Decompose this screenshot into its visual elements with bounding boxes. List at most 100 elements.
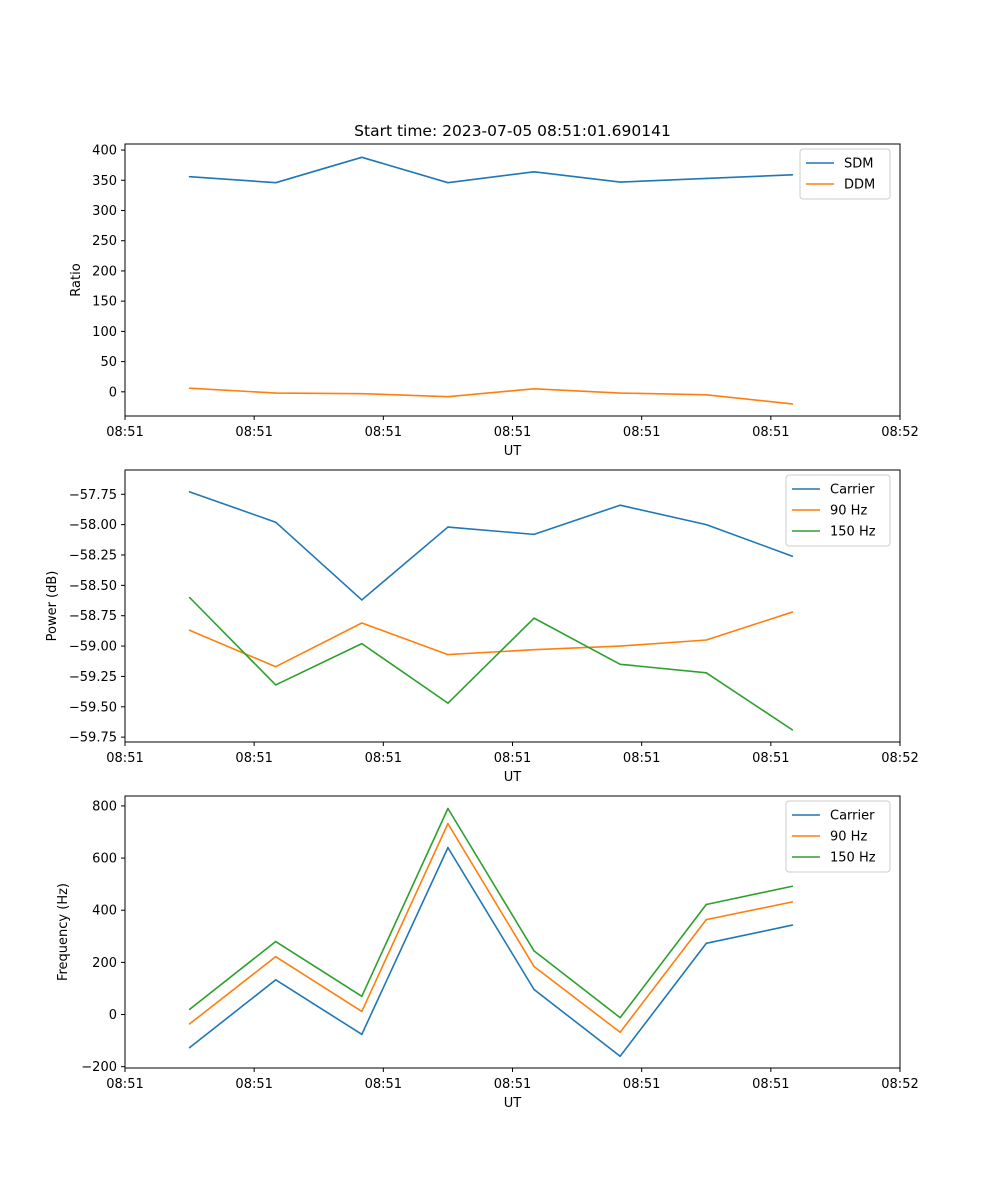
data-point-carrier [188,1046,191,1049]
data-point-90-hz [705,918,708,921]
data-point-150-hz [705,903,708,906]
y-tick-label: 400 [92,144,117,159]
legend-box [785,800,891,873]
y-tick-label: −58.00 [69,518,117,533]
data-point-carrier [361,599,363,601]
x-tick-label: 08:51 [235,425,272,440]
x-tick-label: 08:51 [235,1077,272,1092]
data-point-150-hz [619,1016,621,1019]
data-point-carrier [705,942,708,945]
y-tick-label: 250 [92,234,117,249]
data-point-150-hz [188,596,191,599]
data-point-sdm [188,175,191,178]
legend-label: 150 Hz [830,851,876,866]
data-point-150-hz [705,671,708,674]
x-tick-label: 08:51 [623,425,660,440]
data-point-sdm [361,156,363,159]
data-point-ddm [619,392,621,394]
data-point-150-hz [533,950,535,952]
data-point-ddm [274,392,277,394]
data-point-carrier [447,526,449,528]
legend-label: 90 Hz [830,504,867,519]
chart-title: Start time: 2023-07-05 08:51:01.690141 [354,122,671,140]
data-point-ddm [705,394,708,396]
data-point-carrier [791,555,794,558]
data-point-150-hz [447,807,449,810]
data-point-ddm [791,403,794,405]
y-tick-label: 200 [92,264,117,279]
y-axis-label: Power (dB) [45,571,60,642]
data-point-90-hz [274,665,277,668]
data-point-carrier [533,533,535,536]
y-tick-label: 150 [92,295,117,310]
data-point-ddm [447,395,449,398]
x-tick-label: 08:52 [881,1077,918,1092]
x-tick-label: 08:51 [494,751,531,766]
x-tick-label: 08:51 [106,1077,143,1092]
legend-label: SDM [844,157,873,172]
data-point-90-hz [619,645,621,647]
data-point-90-hz [791,611,794,613]
data-point-carrier [274,979,277,981]
data-point-sdm [705,177,708,180]
data-point-150-hz [274,940,277,943]
y-tick-label: 100 [92,325,117,340]
data-point-90-hz [533,648,535,651]
y-tick-label: 300 [92,204,117,219]
data-point-carrier [705,523,708,526]
data-point-150-hz [447,702,449,704]
series-line-ddm [189,387,793,405]
legend-box [799,148,891,200]
data-point-sdm [533,171,535,173]
data-point-90-hz [274,955,277,958]
x-tick-label: 08:51 [365,751,402,766]
legend-label: 90 Hz [830,830,867,845]
data-point-carrier [791,924,794,926]
y-tick-label: −59.75 [69,731,117,746]
y-tick-label: 0 [109,385,117,400]
y-tick-label: 800 [92,799,117,814]
y-tick-label: −58.25 [69,549,117,564]
data-point-90-hz [361,1010,363,1013]
x-tick-label: 08:51 [235,751,272,766]
x-axis-label: UT [504,444,522,459]
y-tick-label: −57.75 [69,488,117,503]
x-tick-label: 08:51 [106,751,143,766]
series-line-150-hz [189,596,793,731]
legend: SDM DDM [799,148,891,200]
legend: Carrier 90 Hz 150 Hz [785,474,891,547]
subplot-2: 08:51 08:51 08:51 08:51 08:51 08:51 08:52 −59.7… [45,469,919,785]
data-point-carrier [447,846,449,849]
data-point-90-hz [188,1023,191,1025]
x-tick-label: 08:51 [365,425,402,440]
data-point-150-hz [361,995,363,998]
x-tick-label: 08:51 [623,1077,660,1092]
data-point-90-hz [361,622,363,624]
y-tick-label: 200 [92,956,117,971]
data-point-sdm [274,181,277,184]
data-point-90-hz [188,629,191,632]
y-tick-label: −200 [81,1060,117,1075]
y-tick-label: 0 [109,1008,117,1023]
data-point-carrier [361,1033,363,1036]
data-point-ddm [361,392,363,395]
data-point-150-hz [619,663,621,666]
series-line-sdm [189,156,793,184]
data-point-ddm [188,387,191,389]
x-tick-label: 08:51 [623,751,660,766]
data-point-150-hz [361,642,363,645]
y-tick-label: −58.50 [69,579,117,594]
series-line-150-hz [189,807,793,1019]
series-line-90-hz [189,611,793,668]
data-point-90-hz [791,901,794,903]
x-tick-label: 08:51 [494,425,531,440]
legend-label: Carrier [830,809,875,824]
legend-box [785,474,891,547]
data-point-90-hz [705,639,708,641]
x-tick-label: 08:51 [106,425,143,440]
y-tick-label: 400 [92,904,117,919]
x-axis-label: UT [504,1096,522,1111]
y-tick-label: 350 [92,174,117,189]
x-tick-label: 08:52 [881,425,918,440]
x-tick-label: 08:51 [752,1077,789,1092]
